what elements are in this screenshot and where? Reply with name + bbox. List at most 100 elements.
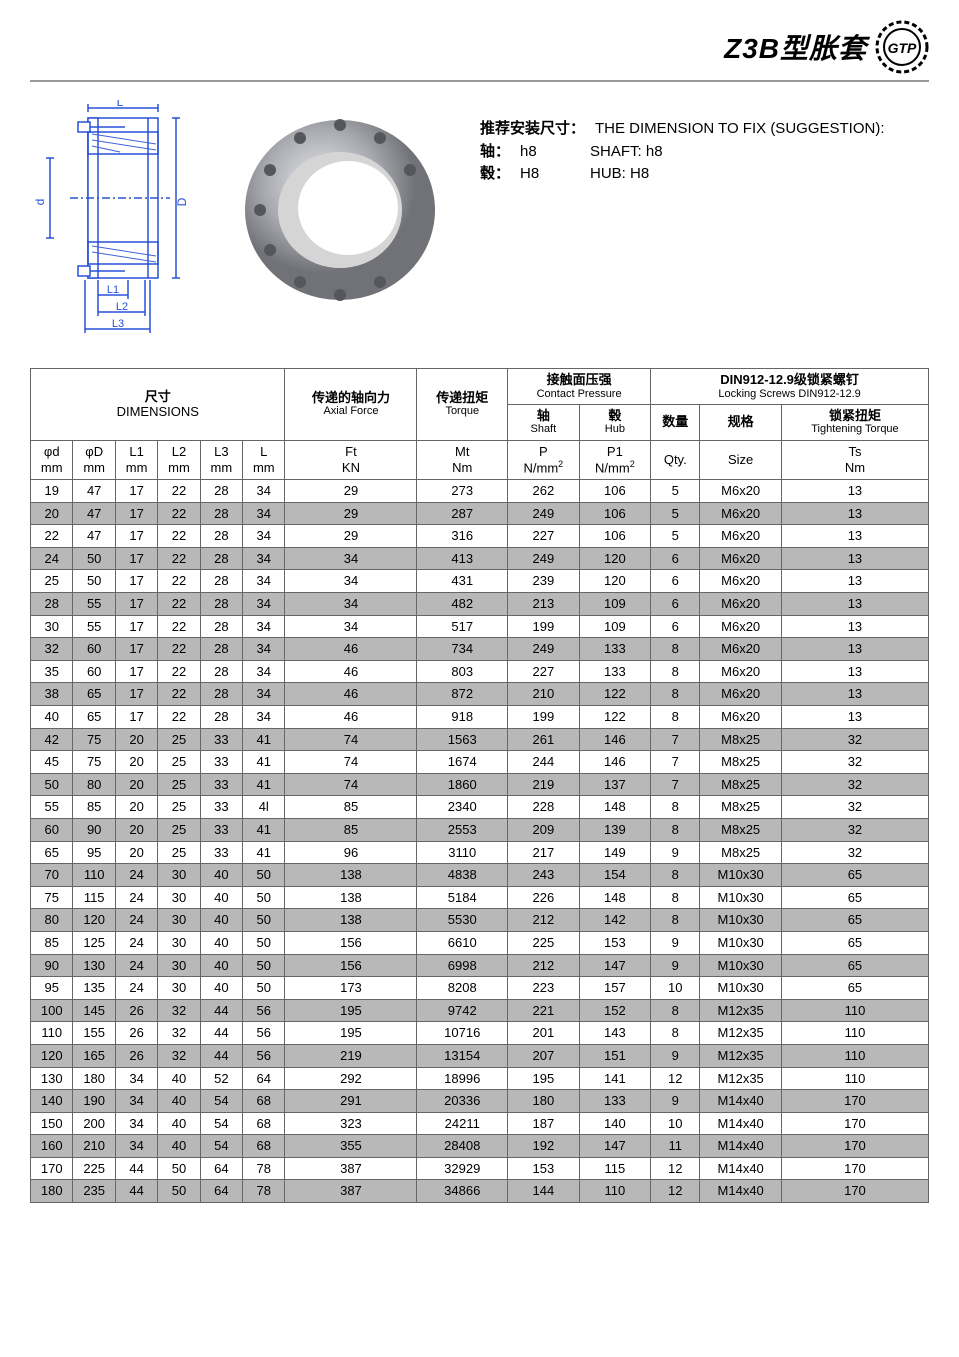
table-cell: 355 [285, 1135, 417, 1158]
table-cell: 32 [781, 796, 928, 819]
table-cell: 33 [200, 818, 242, 841]
hdr-axial-en: Axial Force [287, 405, 414, 418]
table-row: 194717222834292732621065M6x2013 [31, 480, 929, 503]
table-cell: 147 [579, 954, 651, 977]
table-cell: 192 [508, 1135, 580, 1158]
table-cell: 12 [651, 1180, 700, 1203]
table-row: 5080202533417418602191377M8x2532 [31, 773, 929, 796]
table-cell: 106 [579, 502, 651, 525]
table-cell: 1674 [417, 751, 508, 774]
hub-label-cn: 毂： [480, 163, 510, 186]
table-cell: 6 [651, 547, 700, 570]
table-cell: 41 [243, 773, 285, 796]
table-cell: 40 [200, 954, 242, 977]
table-cell: 65 [781, 977, 928, 1000]
table-cell: 140 [579, 1112, 651, 1135]
table-row: 4275202533417415632611467M8x2532 [31, 728, 929, 751]
table-cell: 110 [781, 1044, 928, 1067]
product-photo [230, 100, 450, 320]
table-cell: 32 [781, 818, 928, 841]
table-cell: 13 [781, 706, 928, 729]
table-cell: 28 [200, 593, 242, 616]
table-cell: 13 [781, 547, 928, 570]
table-cell: 144 [508, 1180, 580, 1203]
table-cell: 30 [158, 931, 200, 954]
table-cell: 8 [651, 660, 700, 683]
table-cell: M6x20 [700, 706, 781, 729]
table-cell: 30 [158, 977, 200, 1000]
table-cell: 147 [579, 1135, 651, 1158]
hdr-torque-cn: 传递扭矩 [419, 390, 505, 406]
table-cell: 40 [200, 909, 242, 932]
hdr-tight-cn: 锁紧扭矩 [784, 408, 926, 424]
table-cell: 8 [651, 818, 700, 841]
table-cell: 41 [243, 841, 285, 864]
table-cell: 1860 [417, 773, 508, 796]
table-cell: 133 [579, 660, 651, 683]
table-cell: 109 [579, 593, 651, 616]
table-cell: 50 [243, 864, 285, 887]
table-cell: 6 [651, 570, 700, 593]
table-cell: 90 [73, 818, 115, 841]
hdr-dim-cn: 尺寸 [33, 389, 282, 405]
table-cell: 199 [508, 615, 580, 638]
table-cell: 100 [31, 999, 73, 1022]
table-cell: 170 [781, 1180, 928, 1203]
hub-val: H8 [520, 163, 580, 186]
table-cell: M12x35 [700, 999, 781, 1022]
table-cell: 139 [579, 818, 651, 841]
table-cell: 34 [115, 1067, 157, 1090]
table-cell: 55 [31, 796, 73, 819]
table-cell: 187 [508, 1112, 580, 1135]
table-cell: 219 [285, 1044, 417, 1067]
table-cell: 19 [31, 480, 73, 503]
table-cell: 50 [73, 570, 115, 593]
table-cell: 65 [781, 931, 928, 954]
unit-phiD: φDmm [73, 440, 115, 480]
table-cell: 24 [115, 931, 157, 954]
table-cell: 13 [781, 660, 928, 683]
table-cell: 28 [200, 638, 242, 661]
table-cell: 52 [200, 1067, 242, 1090]
table-cell: 65 [781, 909, 928, 932]
table-cell: 13 [781, 683, 928, 706]
table-cell: 33 [200, 728, 242, 751]
table-cell: 148 [579, 796, 651, 819]
table-cell: 209 [508, 818, 580, 841]
table-cell: 34 [243, 660, 285, 683]
table-cell: 170 [781, 1090, 928, 1113]
table-row: 305517222834345171991096M6x2013 [31, 615, 929, 638]
table-cell: 165 [73, 1044, 115, 1067]
table-cell: 50 [243, 931, 285, 954]
table-cell: 80 [73, 773, 115, 796]
table-cell: 8 [651, 1022, 700, 1045]
table-cell: 292 [285, 1067, 417, 1090]
table-cell: 60 [73, 638, 115, 661]
hdr-contact-cn: 接触面压强 [510, 372, 648, 388]
table-cell: 25 [31, 570, 73, 593]
table-cell: M8x25 [700, 773, 781, 796]
table-cell: M6x20 [700, 683, 781, 706]
table-cell: 2340 [417, 796, 508, 819]
table-cell: 156 [285, 954, 417, 977]
table-cell: M10x30 [700, 977, 781, 1000]
table-cell: 180 [508, 1090, 580, 1113]
table-cell: 17 [115, 570, 157, 593]
table-cell: 13 [781, 502, 928, 525]
table-cell: 17 [115, 593, 157, 616]
table-row: 801202430405013855302121428M10x3065 [31, 909, 929, 932]
table-cell: 41 [243, 818, 285, 841]
table-cell: 22 [158, 502, 200, 525]
table-cell: M8x25 [700, 841, 781, 864]
table-row: 204717222834292872491065M6x2013 [31, 502, 929, 525]
rec-label-en: THE DIMENSION TO FIX (SUGGESTION): [595, 118, 884, 141]
table-cell: 138 [285, 864, 417, 887]
table-cell: 78 [243, 1180, 285, 1203]
table-cell: 32 [781, 773, 928, 796]
table-cell: 13 [781, 615, 928, 638]
table-row: 224717222834293162271065M6x2013 [31, 525, 929, 548]
table-cell: 24 [115, 886, 157, 909]
table-head: 尺寸 DIMENSIONS 传递的轴向力 Axial Force 传递扭矩 To… [31, 369, 929, 480]
table-cell: 44 [200, 1022, 242, 1045]
table-cell: M14x40 [700, 1112, 781, 1135]
